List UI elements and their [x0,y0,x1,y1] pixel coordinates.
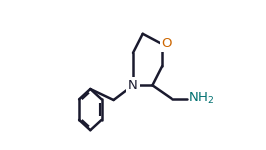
Text: N: N [128,79,138,92]
Text: O: O [161,37,172,50]
Text: NH$_2$: NH$_2$ [188,91,214,106]
